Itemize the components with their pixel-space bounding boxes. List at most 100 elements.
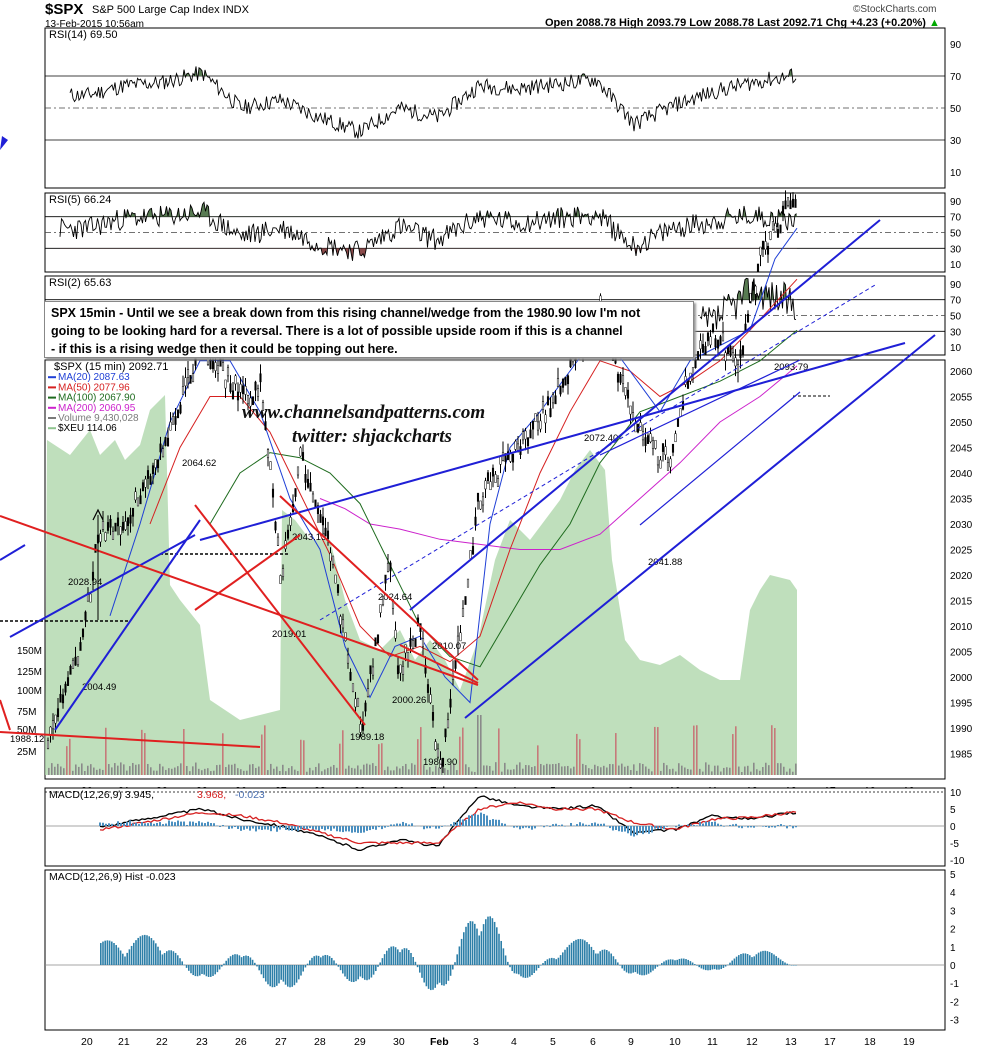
- hist-bar-5290: [529, 965, 531, 977]
- candle-body-5405: [539, 420, 542, 430]
- hist-bar-5268: [526, 965, 529, 978]
- candle-body-2380: [236, 391, 240, 401]
- candle-body-3180: [316, 505, 320, 515]
- hist-bar-2386: [238, 955, 241, 965]
- hist-bar-7842: [784, 962, 786, 965]
- hist-axis-tick-1: 1: [950, 943, 956, 954]
- macd-hist-mini-54: [261, 826, 263, 830]
- volume-bar-144: [144, 733, 146, 775]
- hist-bar-5400: [540, 965, 542, 966]
- candle-body-2480: [246, 395, 250, 405]
- index-name: S&P 500 Large Cap Index INDX: [92, 4, 249, 16]
- hist-bar-2980: [298, 965, 300, 980]
- hist-bar-1330: [133, 942, 135, 965]
- candle-body-5005: [499, 455, 502, 465]
- candle-body-3030: [301, 452, 305, 461]
- volume-bar-300: [300, 739, 302, 775]
- hist-bar-5752: [575, 939, 577, 965]
- volume-bar-48: [48, 767, 50, 775]
- hist-bar-4234: [423, 965, 425, 983]
- candle-body-6530: [651, 440, 655, 449]
- hist-bar-3662: [366, 965, 368, 981]
- volume-bar-180: [180, 763, 182, 775]
- macd-hist-mini-15: [144, 823, 146, 826]
- candle-body-1230: [121, 522, 125, 531]
- hist-bar-5840: [584, 940, 586, 965]
- candle-body-1480: [146, 470, 150, 479]
- volume-bar-219: [219, 764, 221, 775]
- price-axis-2040: 2040: [950, 469, 973, 480]
- candle-body-2680: [266, 449, 270, 459]
- hist-bar-4740: [474, 923, 476, 965]
- macd-hist-mini-177: [630, 826, 632, 836]
- hist-bar-6126: [612, 956, 615, 965]
- candle-body-6430: [641, 431, 645, 441]
- macd-hist-mini-135: [504, 823, 506, 826]
- macd-hist-mini-114: [441, 826, 443, 827]
- volume-bar-114: [114, 763, 116, 775]
- macd-hist-mini-200: [699, 822, 701, 826]
- volume-bar-267: [267, 770, 269, 775]
- hist-bar-1748: [174, 952, 177, 965]
- macd-hist-mini-230: [789, 825, 791, 826]
- hist-bar-7556: [755, 954, 758, 965]
- candle-body-3230: [321, 516, 325, 526]
- volume-bar-252: [252, 764, 254, 775]
- candle-body-1130: [111, 531, 115, 540]
- macd-hist-mini-72: [315, 826, 317, 830]
- hist-xaxis-22: 22: [156, 1036, 168, 1048]
- candle-body-2180: [216, 365, 220, 374]
- hist-bar-1836: [183, 964, 186, 966]
- volume-bar-558: [558, 763, 560, 775]
- hist-bar-6500: [650, 965, 652, 973]
- macd-hist-mini-89: [366, 826, 368, 831]
- candle-body-4130: [411, 640, 415, 649]
- signal-line: [99, 801, 797, 845]
- hist-bar-3640: [364, 965, 366, 980]
- hist-bar-1308: [130, 945, 133, 965]
- candle-body-6680: [666, 461, 670, 471]
- hist-bar-5444: [544, 960, 546, 965]
- hist-bar-5906: [590, 946, 593, 965]
- candle-body-4730: [471, 546, 475, 555]
- volume-bar-744: [744, 766, 746, 775]
- hist-bar-1462: [146, 935, 148, 965]
- candle-body-955: [94, 544, 97, 553]
- hist-bar-5246: [524, 965, 527, 978]
- rsi2-axis-tick-70: 70: [950, 213, 962, 224]
- candle-body-5630: [561, 379, 565, 388]
- macd-hist-mini-3: [108, 823, 110, 826]
- annotation-box: SPX 15min - Until we see a break down fr…: [44, 301, 694, 358]
- macd-hist-mini-223: [768, 826, 770, 828]
- hist-bar-6148: [614, 959, 617, 965]
- volume-bar-591: [591, 769, 593, 775]
- candle-body-6280: [626, 389, 630, 399]
- macd-hist-mini-58: [273, 826, 275, 829]
- volume-bar-753: [753, 762, 755, 775]
- hist-bar-3156: [315, 955, 318, 965]
- candle-body-3505: [349, 671, 352, 681]
- hist-bar-3332: [333, 960, 335, 965]
- hist-bar-4982: [498, 933, 500, 965]
- volume-bar-297: [297, 771, 299, 775]
- hist-axis-tick-4: 4: [950, 888, 956, 899]
- price-label-2064.62: 2064.62: [182, 458, 216, 469]
- downtrend-line-6: [0, 699, 11, 731]
- hist-xaxis-5: 5: [550, 1036, 556, 1048]
- macd-hist-mini-121: [462, 819, 464, 826]
- candle-body-7955: [794, 199, 797, 208]
- hist-bar-4586: [458, 946, 461, 965]
- candle-body-2830: [281, 568, 285, 577]
- macd-hist-mini-197: [690, 824, 692, 826]
- candle-body-580: [56, 708, 60, 717]
- hist-bar-7666: [766, 951, 769, 965]
- volume-bar-408: [408, 769, 410, 775]
- price-axis-1985: 1985: [950, 750, 973, 761]
- candle-body-6880: [686, 380, 690, 389]
- macd-hist-mini-94: [381, 826, 383, 830]
- candle-body-2755: [274, 521, 277, 531]
- volume-bar-540: [540, 763, 542, 775]
- candle-body-5130: [511, 453, 515, 463]
- hist-bar-3838: [383, 954, 386, 965]
- candle-body-4680: [466, 578, 470, 588]
